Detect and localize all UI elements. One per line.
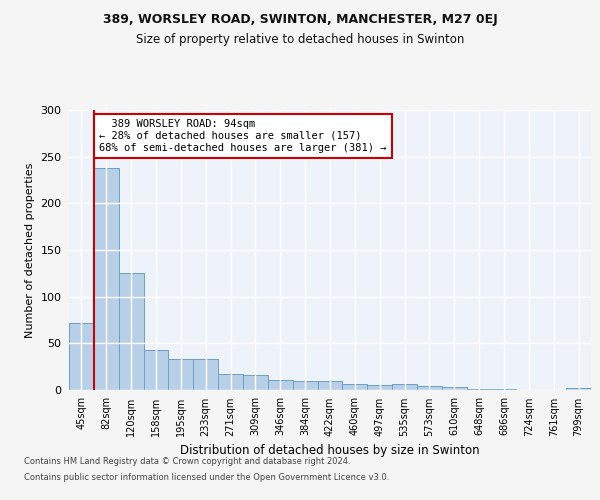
Bar [94, 168, 119, 390]
Bar [169, 359, 193, 390]
Bar [566, 388, 591, 390]
Bar [343, 384, 367, 390]
Bar [293, 380, 317, 390]
Bar [467, 389, 491, 390]
X-axis label: Distribution of detached houses by size in Swinton: Distribution of detached houses by size … [180, 444, 480, 457]
Bar [243, 375, 268, 390]
Text: Contains HM Land Registry data © Crown copyright and database right 2024.: Contains HM Land Registry data © Crown c… [24, 458, 350, 466]
Text: Size of property relative to detached houses in Swinton: Size of property relative to detached ho… [136, 32, 464, 46]
Text: 389, WORSLEY ROAD, SWINTON, MANCHESTER, M27 0EJ: 389, WORSLEY ROAD, SWINTON, MANCHESTER, … [103, 12, 497, 26]
Y-axis label: Number of detached properties: Number of detached properties [25, 162, 35, 338]
Bar [193, 359, 218, 390]
Bar [442, 387, 467, 390]
Bar [392, 384, 417, 390]
Text: Contains public sector information licensed under the Open Government Licence v3: Contains public sector information licen… [24, 472, 389, 482]
Bar [367, 386, 392, 390]
Text: 389 WORSLEY ROAD: 94sqm
← 28% of detached houses are smaller (157)
68% of semi-d: 389 WORSLEY ROAD: 94sqm ← 28% of detache… [99, 120, 386, 152]
Bar [317, 380, 343, 390]
Bar [218, 374, 243, 390]
Bar [417, 386, 442, 390]
Bar [119, 274, 143, 390]
Bar [143, 350, 169, 390]
Bar [69, 323, 94, 390]
Bar [491, 389, 517, 390]
Bar [268, 380, 293, 390]
